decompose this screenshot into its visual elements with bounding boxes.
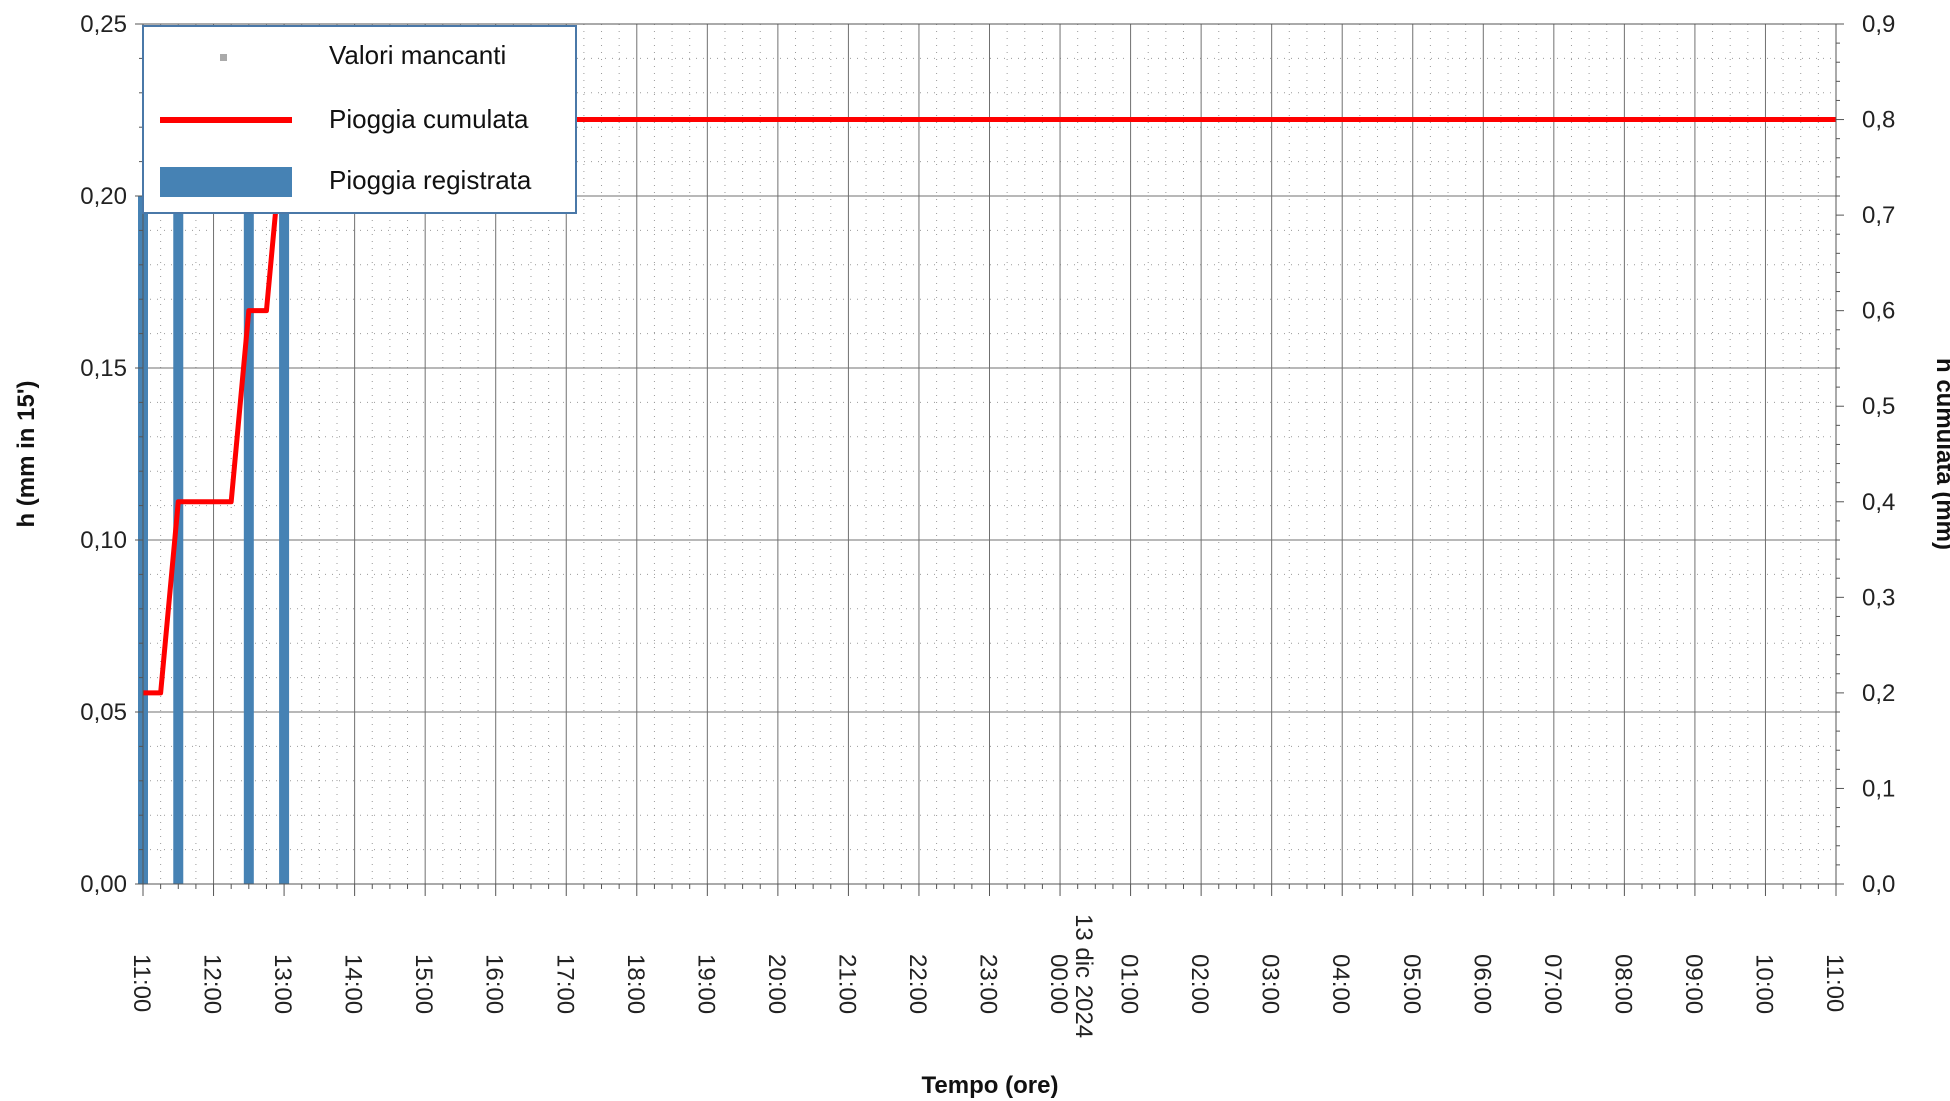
x-axis-tick-label: 23:00: [975, 954, 1002, 1014]
x-axis-tick-label: 06:00: [1468, 954, 1495, 1014]
left-axis-tick-label: 0,25: [80, 11, 127, 38]
x-axis-tick-label: 13:00: [269, 954, 296, 1014]
right-axis-title: h cumulata (mm): [1931, 358, 1950, 550]
x-axis-tick-label: 21:00: [833, 954, 860, 1014]
x-axis-tick-label: 20:00: [763, 954, 790, 1014]
legend-missing-swatch: [220, 54, 227, 61]
legend-recorded-swatch: [160, 167, 292, 197]
x-axis-tick-label: 15:00: [410, 954, 437, 1014]
right-axis-tick-label: 0,9: [1862, 11, 1895, 38]
legend-recorded-label: Pioggia registrata: [329, 165, 532, 195]
x-axis-tick-label: 00:00: [1045, 954, 1072, 1014]
x-axis-tick-label: 19:00: [692, 954, 719, 1014]
left-axis-tick-label: 0,20: [80, 183, 127, 210]
right-axis-tick-label: 0,3: [1862, 584, 1895, 611]
x-axis-tick-label: 08:00: [1609, 954, 1636, 1014]
legend-missing-label: Valori mancanti: [329, 40, 506, 70]
x-axis-tick-label: 18:00: [622, 954, 649, 1014]
x-axis-title: Tempo (ore): [922, 1072, 1059, 1099]
x-axis-tick-label: 17:00: [551, 954, 578, 1014]
x-axis-tick-label: 16:00: [481, 954, 508, 1014]
legend: Valori mancanti Pioggia cumulata Pioggia…: [142, 25, 577, 214]
left-axis-tick-label: 0,10: [80, 527, 127, 554]
rain-bar: [243, 196, 254, 884]
legend-cumulative-label: Pioggia cumulata: [329, 104, 529, 134]
left-axis-tick-label: 0,05: [80, 699, 127, 726]
right-axis-tick-label: 0,2: [1862, 680, 1895, 707]
left-axis-tick-label: 0,15: [80, 355, 127, 382]
right-axis-tick-label: 0,8: [1862, 107, 1895, 134]
right-axis-tick-label: 0,4: [1862, 489, 1895, 516]
x-axis-date-label: 13 dic 2024: [1070, 914, 1097, 1038]
x-axis-tick-label: 09:00: [1680, 954, 1707, 1014]
x-axis-tick-label: 12:00: [199, 954, 226, 1014]
x-axis-tick-label: 22:00: [904, 954, 931, 1014]
x-axis-tick-label: 02:00: [1186, 954, 1213, 1014]
x-axis-tick-label: 11:00: [1821, 954, 1848, 1012]
x-axis-tick-label: 11:00: [128, 954, 155, 1012]
rain-bar: [279, 196, 290, 884]
x-axis-tick-label: 10:00: [1750, 954, 1777, 1014]
right-axis-tick-label: 0,6: [1862, 298, 1895, 325]
right-axis-tick-label: 0,5: [1862, 393, 1895, 420]
x-axis-tick-label: 01:00: [1116, 954, 1143, 1014]
left-axis-tick-label: 0,00: [80, 871, 127, 898]
right-axis-tick-label: 0,7: [1862, 202, 1895, 229]
rain-bar: [173, 196, 184, 884]
right-axis-tick-label: 0,0: [1862, 871, 1895, 898]
x-axis-tick-label: 04:00: [1327, 954, 1354, 1014]
right-axis-tick-label: 0,1: [1862, 775, 1895, 802]
x-axis-tick-label: 03:00: [1257, 954, 1284, 1014]
x-axis-tick-label: 05:00: [1398, 954, 1425, 1014]
left-axis-title: h (mm in 15'): [13, 380, 40, 527]
axes: 0,00 0,05 0,10 0,15 0,20 0,25 0,0 0,1 0,2 0,3 0,4 0…: [80, 11, 1895, 1038]
x-axis-tick-label: 07:00: [1539, 954, 1566, 1014]
x-axis-tick-label: 14:00: [340, 954, 367, 1014]
